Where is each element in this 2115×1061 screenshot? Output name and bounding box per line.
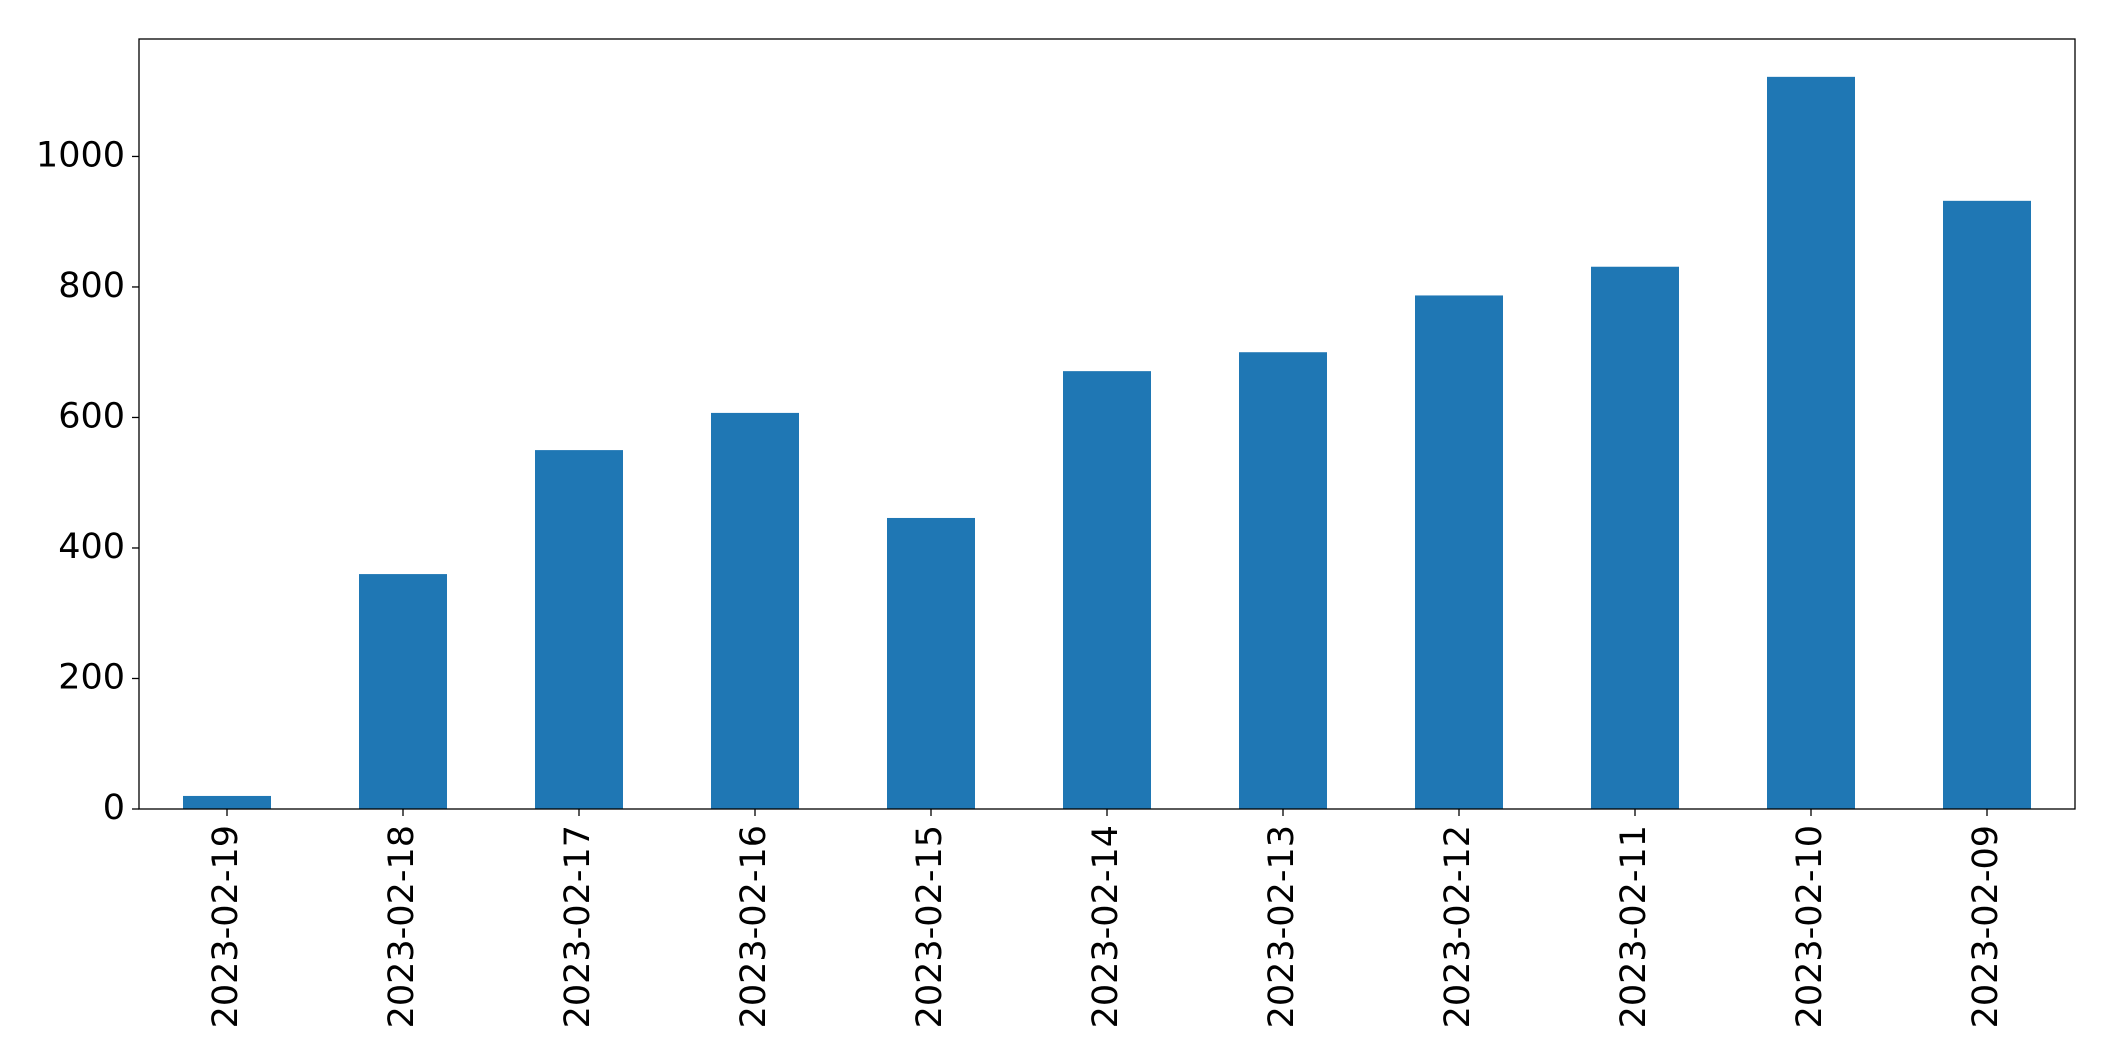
bar — [1239, 352, 1327, 809]
bar — [1063, 371, 1151, 809]
x-tick-label: 2023-02-14 — [1086, 825, 1126, 1028]
bar — [887, 517, 975, 809]
bar — [1943, 200, 2031, 809]
bar — [711, 412, 799, 809]
bar — [1767, 76, 1855, 809]
x-tick-label: 2023-02-11 — [1614, 825, 1654, 1028]
bar — [1415, 295, 1503, 809]
y-tick-label: 800 — [58, 266, 125, 306]
bar — [359, 574, 447, 809]
bar — [1591, 266, 1679, 809]
y-tick-label: 400 — [58, 527, 125, 567]
x-tick-label: 2023-02-16 — [734, 825, 774, 1028]
bar — [183, 795, 271, 809]
x-tick-label: 2023-02-19 — [206, 825, 246, 1028]
x-tick-label: 2023-02-09 — [1966, 825, 2006, 1028]
y-tick-label: 600 — [58, 396, 125, 436]
x-tick-label: 2023-02-12 — [1438, 825, 1478, 1028]
bar — [535, 450, 623, 809]
x-tick-label: 2023-02-13 — [1262, 825, 1302, 1028]
y-tick-label: 200 — [58, 657, 125, 697]
x-tick-label: 2023-02-15 — [910, 825, 950, 1028]
plot-frame — [138, 38, 2076, 810]
y-tick-label: 1000 — [36, 135, 125, 175]
x-tick-label: 2023-02-17 — [558, 825, 598, 1028]
x-tick-label: 2023-02-10 — [1790, 825, 1830, 1028]
x-tick-label: 2023-02-18 — [382, 825, 422, 1028]
y-tick-label: 0 — [103, 788, 125, 828]
